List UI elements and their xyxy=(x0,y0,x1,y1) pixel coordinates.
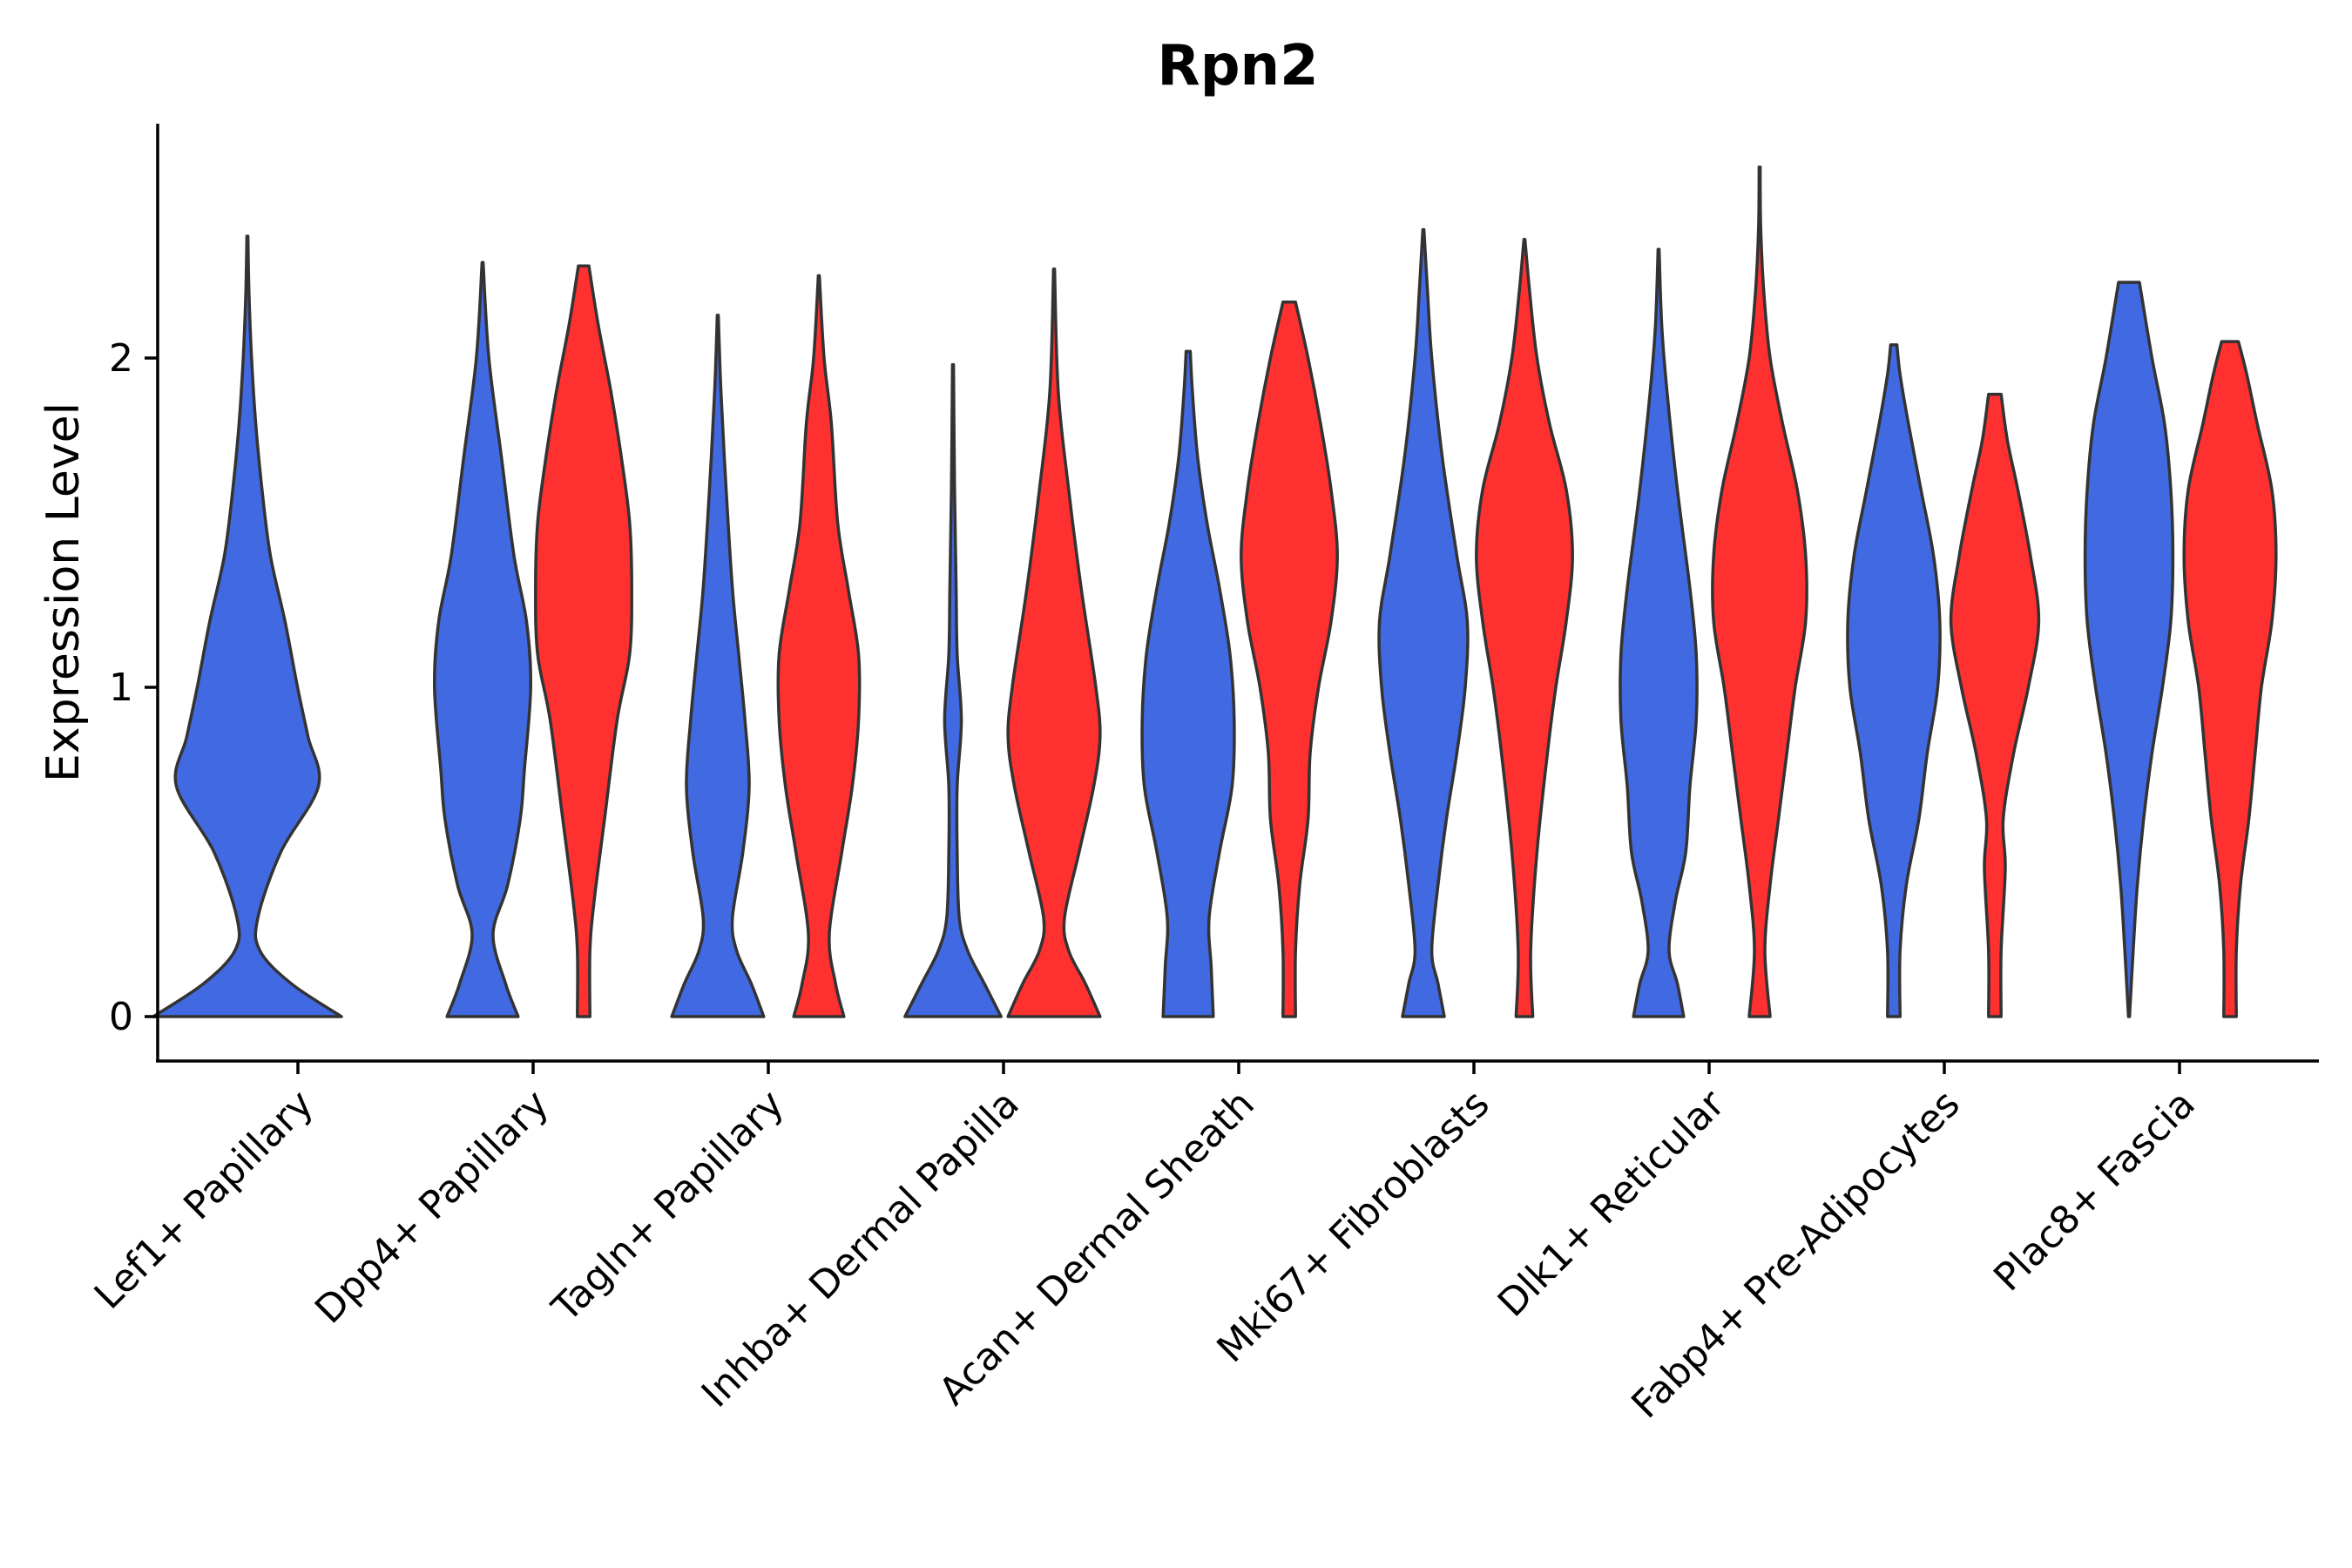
violin-8 xyxy=(1140,349,1236,1018)
x-tick-label: Plac8+ Fascia xyxy=(1985,1082,2204,1301)
x-tick-label: Mki67+ Fibroblasts xyxy=(1208,1082,1497,1371)
violin-7 xyxy=(1006,267,1102,1018)
violin-9 xyxy=(1240,300,1339,1018)
violin-17 xyxy=(2182,340,2278,1018)
x-tick-label: Lef1+ Papillary xyxy=(86,1082,322,1318)
chart-title: Rpn2 xyxy=(1157,34,1318,98)
violin-4 xyxy=(670,314,766,1018)
violin-3 xyxy=(534,264,633,1018)
x-tick-label: Dlk1+ Reticular xyxy=(1490,1081,1734,1326)
violin-12 xyxy=(1619,247,1699,1018)
x-tick-label: Dpp4+ Papillary xyxy=(307,1082,558,1333)
violin-11 xyxy=(1475,238,1574,1018)
violin-15 xyxy=(1949,392,2041,1018)
y-axis-label: Expression Level xyxy=(37,402,90,782)
violin-6 xyxy=(903,362,1003,1018)
violin-1 xyxy=(152,234,343,1018)
y-tick-label: 0 xyxy=(109,995,133,1039)
x-tick-label: Tagln+ Papillary xyxy=(544,1082,793,1331)
violin-5 xyxy=(776,274,862,1018)
violin-2 xyxy=(433,260,532,1018)
y-ticks: 0 1 2 xyxy=(109,336,158,1039)
violin-16 xyxy=(2083,280,2175,1018)
violin-13 xyxy=(1711,166,1808,1018)
violins-layer xyxy=(152,166,2278,1018)
y-tick-label: 1 xyxy=(109,666,133,710)
violin-10 xyxy=(1377,227,1470,1018)
violin-14 xyxy=(1846,343,1942,1018)
y-tick-label: 2 xyxy=(109,336,133,381)
